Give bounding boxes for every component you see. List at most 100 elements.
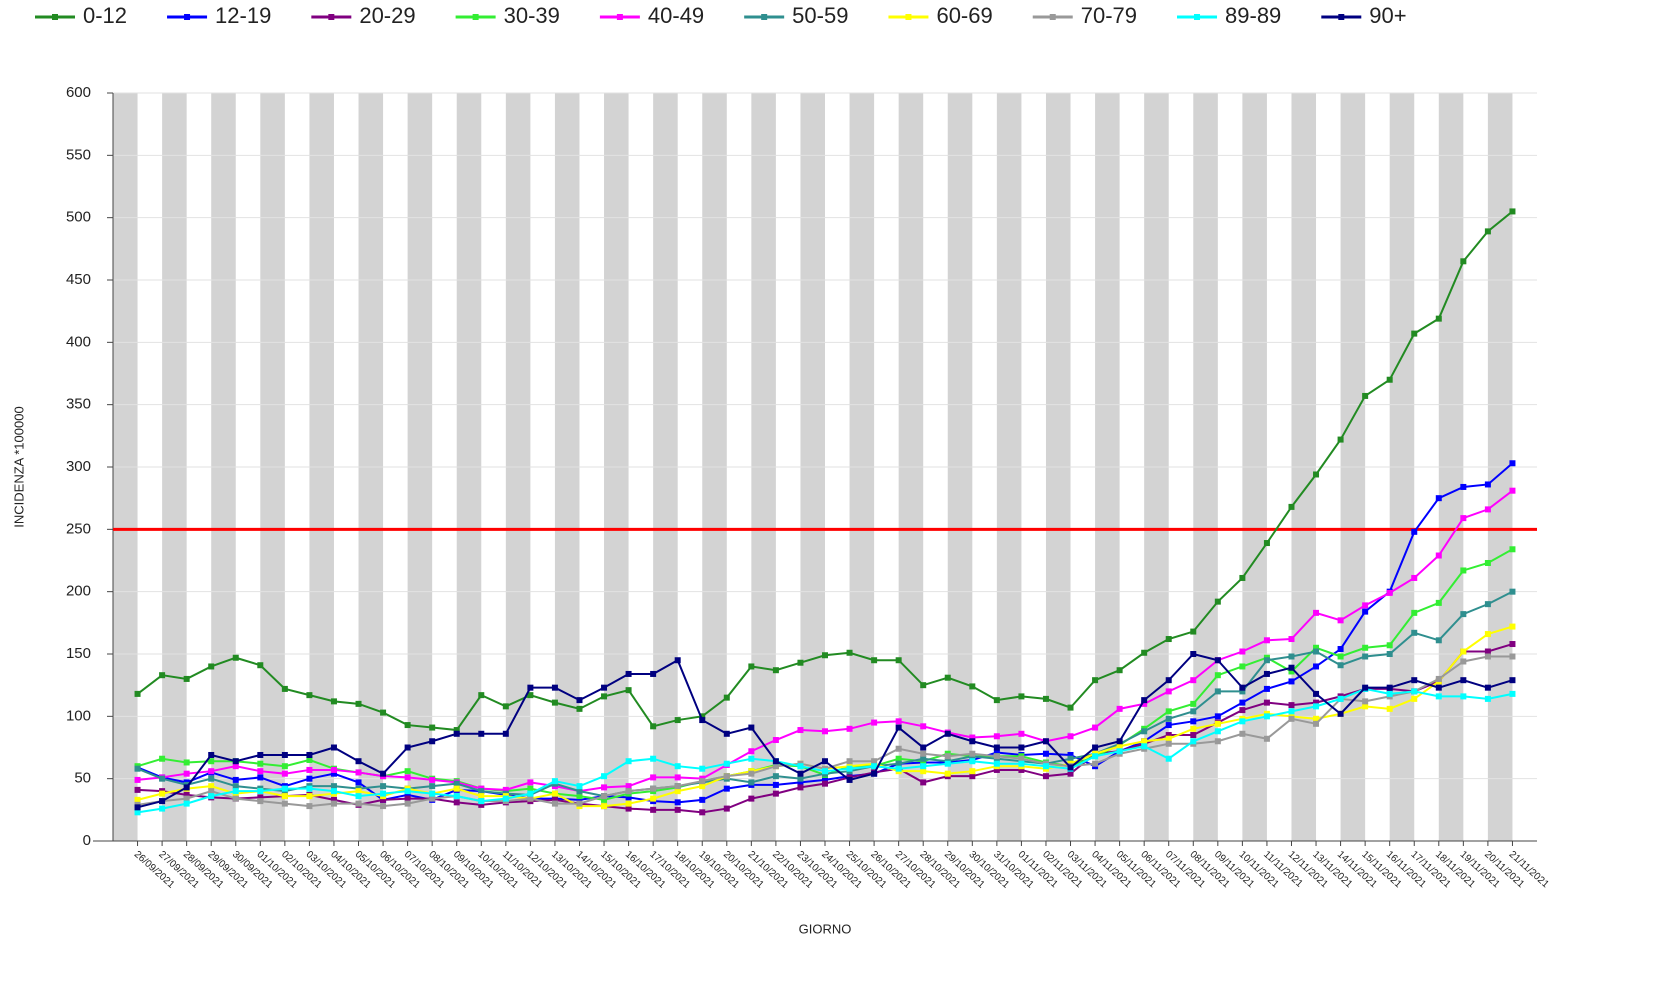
point — [1190, 738, 1197, 745]
point — [1214, 598, 1221, 605]
point — [355, 788, 362, 795]
point — [281, 685, 288, 692]
point — [993, 766, 1000, 773]
point — [1116, 748, 1123, 755]
point — [576, 793, 583, 800]
point — [1288, 664, 1295, 671]
point — [650, 785, 657, 792]
point — [330, 788, 337, 795]
legend-label: 0-12 — [83, 3, 127, 28]
point — [1509, 460, 1516, 467]
point — [1165, 735, 1172, 742]
point — [183, 759, 190, 766]
point — [674, 763, 681, 770]
point — [306, 793, 313, 800]
point — [1313, 699, 1320, 706]
point — [699, 796, 706, 803]
point — [1141, 743, 1148, 750]
point — [1165, 688, 1172, 695]
point — [748, 724, 755, 731]
legend-label: 60-69 — [936, 3, 992, 28]
point — [330, 744, 337, 751]
point — [1190, 700, 1197, 707]
point — [895, 724, 902, 731]
point — [748, 779, 755, 786]
point — [1337, 653, 1344, 660]
point — [576, 796, 583, 803]
point — [429, 724, 436, 731]
point — [748, 770, 755, 777]
point — [822, 776, 828, 783]
y-tick-label: 250 — [66, 520, 91, 537]
point — [1263, 699, 1270, 706]
point — [1484, 506, 1491, 513]
point — [1484, 481, 1491, 488]
point — [257, 760, 264, 767]
point — [895, 755, 902, 762]
point — [1018, 755, 1025, 762]
point — [895, 718, 902, 725]
legend-marker — [1338, 14, 1345, 20]
point — [1263, 670, 1270, 677]
point — [1509, 208, 1516, 215]
point — [1509, 588, 1516, 595]
point — [1509, 623, 1516, 630]
point — [625, 794, 632, 801]
point — [748, 795, 755, 802]
point — [330, 766, 337, 773]
point — [208, 775, 215, 782]
point — [257, 768, 264, 775]
point — [772, 737, 779, 744]
point — [404, 744, 411, 751]
point — [871, 763, 878, 770]
point — [601, 684, 608, 691]
point — [601, 803, 608, 810]
point — [1484, 559, 1491, 566]
point — [527, 692, 534, 699]
point — [1141, 697, 1148, 704]
point — [1386, 376, 1393, 383]
point — [502, 730, 509, 737]
point — [183, 791, 190, 798]
point — [650, 806, 657, 813]
point — [1092, 677, 1099, 684]
point — [1141, 700, 1148, 707]
legend-marker — [761, 14, 768, 20]
point — [404, 800, 411, 807]
point — [208, 768, 215, 775]
point — [159, 790, 166, 797]
point — [723, 694, 730, 701]
point — [355, 700, 362, 707]
point — [944, 753, 951, 760]
point — [551, 790, 558, 797]
point — [1411, 609, 1418, 616]
point — [772, 781, 779, 788]
y-tick-label: 450 — [66, 271, 91, 288]
point — [723, 785, 730, 792]
point — [895, 765, 902, 772]
point — [576, 697, 583, 704]
point — [1092, 760, 1099, 767]
point — [625, 758, 632, 765]
point — [969, 773, 976, 780]
legend-label: 40-49 — [648, 3, 704, 28]
point — [1435, 637, 1442, 644]
point — [772, 773, 779, 780]
point — [380, 709, 387, 716]
point — [1190, 725, 1197, 732]
point — [1313, 648, 1320, 655]
point — [723, 805, 730, 812]
y-tick-label: 350 — [66, 396, 91, 413]
point — [1042, 773, 1049, 780]
point — [1239, 574, 1246, 581]
point — [1239, 730, 1246, 737]
point — [502, 786, 509, 793]
point — [1214, 672, 1221, 679]
point — [1337, 646, 1344, 653]
point — [355, 779, 362, 786]
point — [1411, 695, 1418, 702]
point — [576, 800, 583, 807]
point — [281, 751, 288, 758]
point — [1435, 495, 1442, 502]
point — [1116, 667, 1123, 674]
